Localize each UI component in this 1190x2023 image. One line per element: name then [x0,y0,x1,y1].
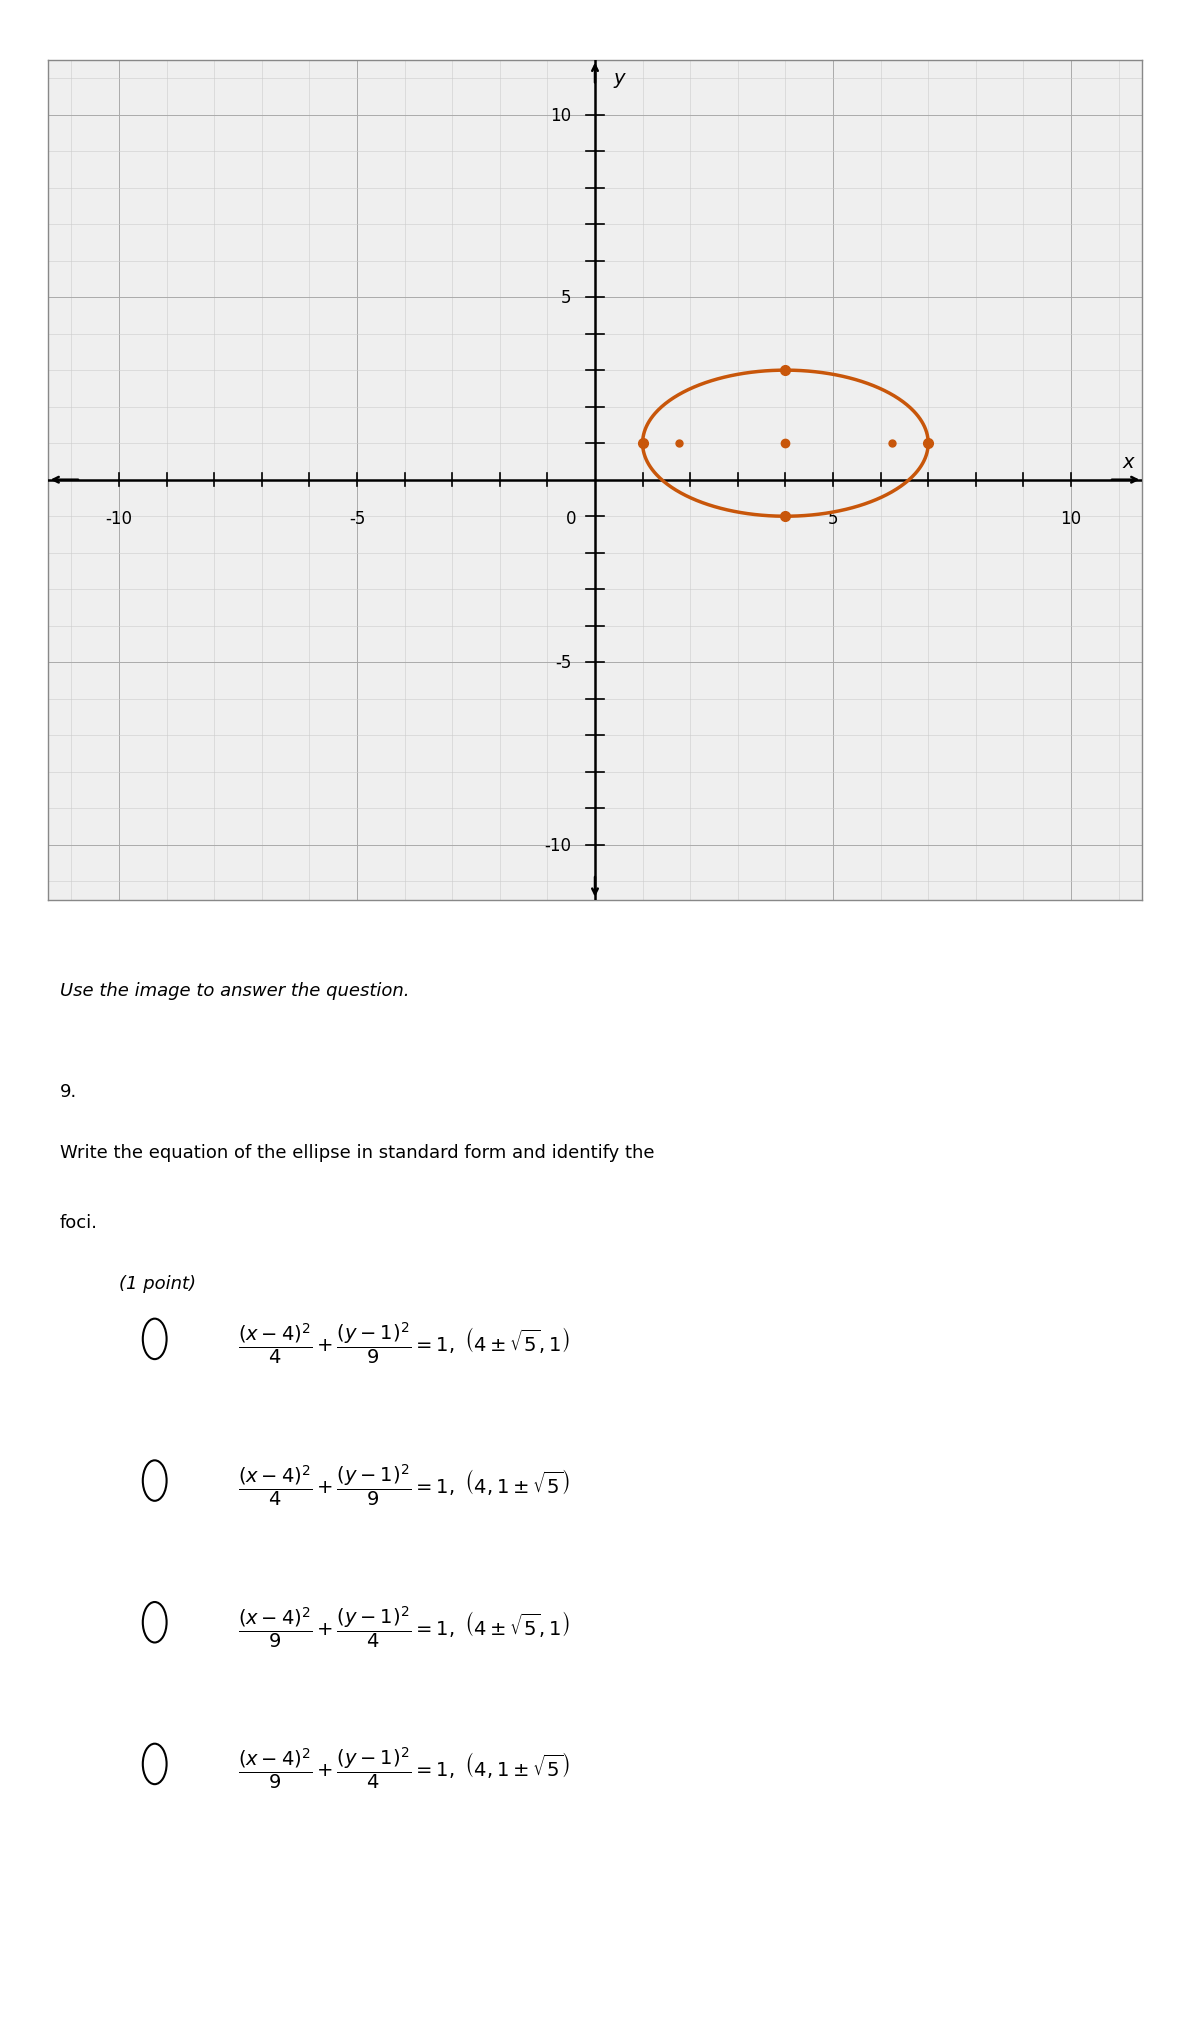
Text: $\dfrac{(x-4)^2}{4}+\dfrac{(y-1)^2}{9}=1,\ \left(4\pm\sqrt{5},1\right)$: $\dfrac{(x-4)^2}{4}+\dfrac{(y-1)^2}{9}=1… [238,1319,570,1366]
Text: -10: -10 [106,510,132,528]
Text: x: x [1122,453,1134,471]
Text: -5: -5 [555,653,571,672]
Text: 10: 10 [1060,510,1082,528]
Text: 10: 10 [550,107,571,125]
Text: 5: 5 [560,289,571,307]
Text: $\dfrac{(x-4)^2}{9}+\dfrac{(y-1)^2}{4}=1,\ \left(4,1\pm\sqrt{5}\right)$: $\dfrac{(x-4)^2}{9}+\dfrac{(y-1)^2}{4}=1… [238,1744,570,1790]
Text: 5: 5 [828,510,838,528]
Text: (1 point): (1 point) [119,1274,196,1293]
Text: $\dfrac{(x-4)^2}{9}+\dfrac{(y-1)^2}{4}=1,\ \left(4\pm\sqrt{5},1\right)$: $\dfrac{(x-4)^2}{9}+\dfrac{(y-1)^2}{4}=1… [238,1602,570,1649]
Text: foci.: foci. [60,1214,98,1232]
Text: 0: 0 [565,510,576,528]
Text: Write the equation of the ellipse in standard form and identify the: Write the equation of the ellipse in sta… [60,1143,654,1161]
Text: y: y [613,69,625,89]
Text: -10: -10 [544,835,571,854]
Text: $\dfrac{(x-4)^2}{4}+\dfrac{(y-1)^2}{9}=1,\ \left(4,1\pm\sqrt{5}\right)$: $\dfrac{(x-4)^2}{4}+\dfrac{(y-1)^2}{9}=1… [238,1461,570,1507]
Text: -5: -5 [349,510,365,528]
Text: 9.: 9. [60,1082,76,1101]
Text: Use the image to answer the question.: Use the image to answer the question. [60,981,409,999]
